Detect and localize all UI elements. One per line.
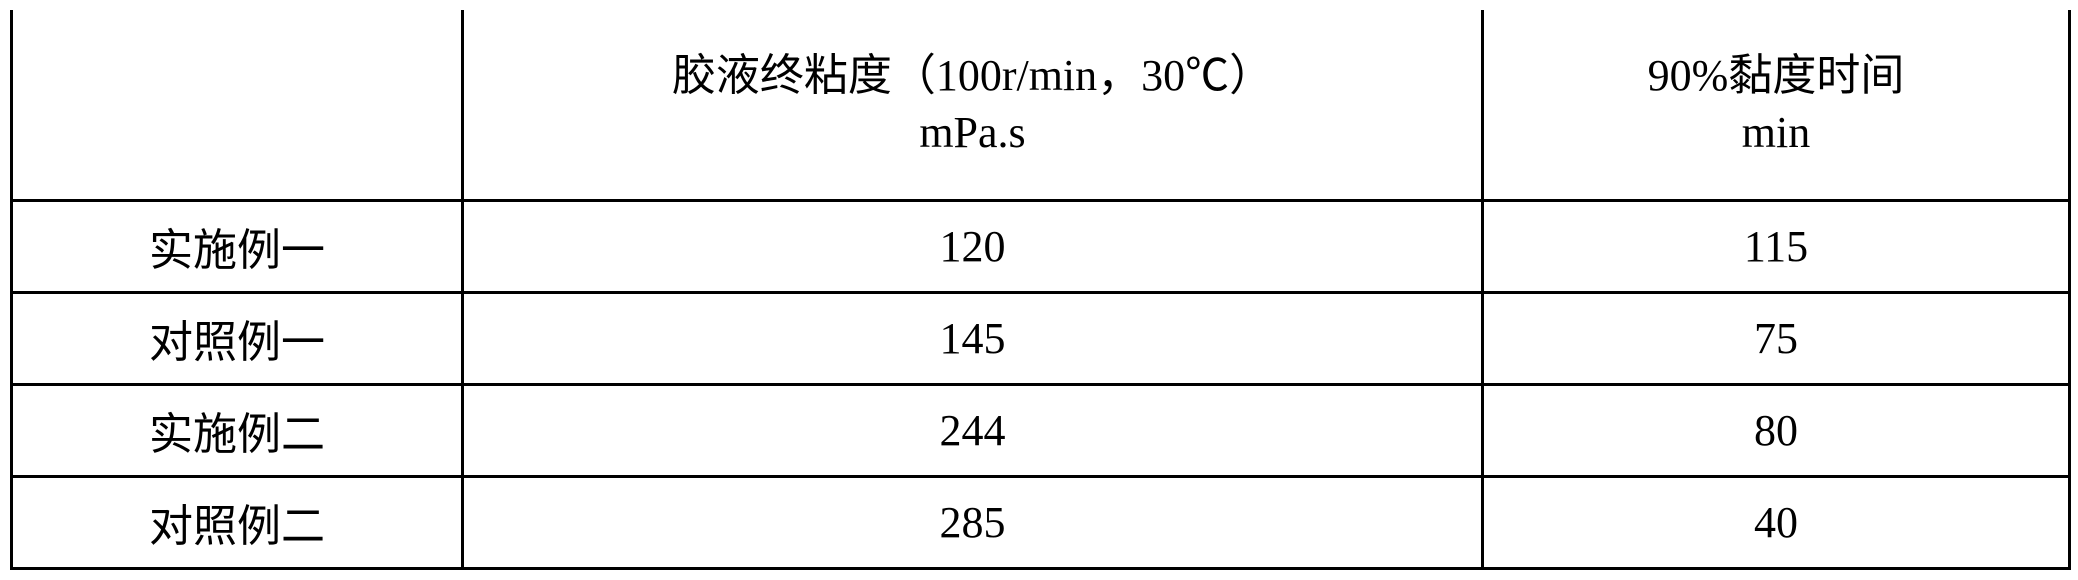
row-time: 75 — [1483, 292, 2070, 384]
row-label: 实施例二 — [12, 384, 463, 476]
header-viscosity-line1: 胶液终粘度（100r/min，30℃） — [464, 47, 1481, 104]
table-row: 对照例二 285 40 — [12, 476, 2070, 568]
table-row: 实施例一 120 115 — [12, 200, 2070, 292]
row-label: 对照例一 — [12, 292, 463, 384]
row-label: 实施例一 — [12, 200, 463, 292]
row-label: 对照例二 — [12, 476, 463, 568]
header-time-line1: 90%黏度时间 — [1484, 47, 2068, 104]
row-time: 115 — [1483, 200, 2070, 292]
table-row: 对照例一 145 75 — [12, 292, 2070, 384]
table-row: 实施例二 244 80 — [12, 384, 2070, 476]
header-viscosity-line2: mPa.s — [464, 104, 1481, 161]
row-viscosity: 120 — [463, 200, 1483, 292]
header-time-line2: min — [1484, 104, 2068, 161]
header-cell-empty — [12, 10, 463, 200]
row-time: 80 — [1483, 384, 2070, 476]
header-cell-viscosity: 胶液终粘度（100r/min，30℃） mPa.s — [463, 10, 1483, 200]
table-header-row: 胶液终粘度（100r/min，30℃） mPa.s 90%黏度时间 min — [12, 10, 2070, 200]
row-viscosity: 145 — [463, 292, 1483, 384]
row-viscosity: 244 — [463, 384, 1483, 476]
data-table: 胶液终粘度（100r/min，30℃） mPa.s 90%黏度时间 min 实施… — [10, 10, 2071, 570]
header-cell-time: 90%黏度时间 min — [1483, 10, 2070, 200]
row-viscosity: 285 — [463, 476, 1483, 568]
row-time: 40 — [1483, 476, 2070, 568]
